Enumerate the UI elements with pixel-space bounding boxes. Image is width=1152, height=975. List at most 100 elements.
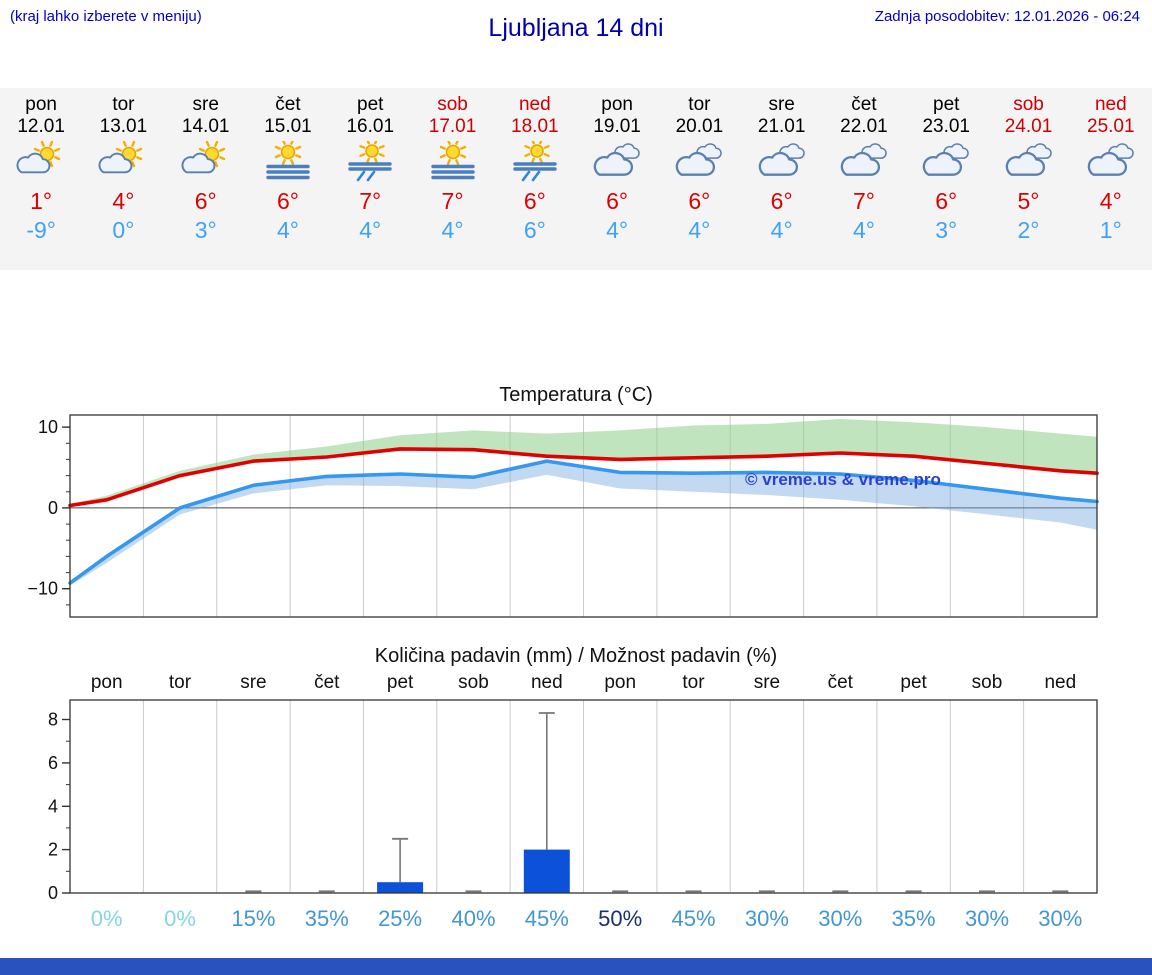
weather-icon-wrap bbox=[755, 141, 809, 185]
cloudy-icon bbox=[1087, 143, 1134, 176]
precipitation-chart: pon tor sre čet pet sob ned pon tor sre čet pet sob n… bbox=[48, 672, 1098, 931]
day-date: 24.01 bbox=[1004, 116, 1053, 137]
max-temp: 4° bbox=[1099, 188, 1122, 214]
partly-cloudy-icon bbox=[98, 140, 143, 174]
precip-day-label: tor bbox=[682, 672, 705, 693]
precip-day-label: sob bbox=[972, 672, 1003, 693]
weather-icon-wrap bbox=[1002, 141, 1056, 185]
max-temp: 6° bbox=[194, 188, 217, 214]
precip-probability: 25% bbox=[378, 906, 422, 931]
precip-day-label: pet bbox=[387, 672, 414, 693]
weather-icon-wrap bbox=[179, 140, 233, 185]
weather-icon-wrap bbox=[1084, 141, 1138, 185]
min-uncertainty-band bbox=[70, 461, 1097, 586]
day-date: 14.01 bbox=[181, 116, 230, 137]
rain-sun-icon bbox=[348, 138, 392, 182]
max-temp: 6° bbox=[523, 188, 546, 214]
max-temp: 1° bbox=[30, 188, 53, 214]
max-temp: 6° bbox=[770, 188, 793, 214]
temp-axis-label: 0 bbox=[48, 498, 58, 518]
weather-icon-wrap bbox=[426, 138, 480, 185]
forecast-day-17.01: sob 17.01 7° 4° bbox=[411, 88, 493, 270]
day-date: 22.01 bbox=[840, 116, 888, 137]
max-uncertainty-band bbox=[70, 419, 1097, 506]
day-date: 13.01 bbox=[99, 116, 148, 137]
min-temp: 4° bbox=[688, 217, 711, 243]
max-temp: 6° bbox=[606, 188, 629, 214]
precip-probability: 30% bbox=[965, 906, 1009, 931]
menu-hint: (kraj lahko izberete v meniju) bbox=[10, 8, 202, 25]
precip-axis-label: 4 bbox=[48, 796, 58, 816]
precip-day-label: pon bbox=[604, 672, 636, 693]
precip-axis-label: 0 bbox=[48, 883, 58, 903]
cloudy-icon bbox=[758, 143, 805, 176]
precip-probability: 35% bbox=[305, 906, 349, 931]
precip-day-label: čet bbox=[828, 672, 854, 693]
fog-sun-icon bbox=[430, 138, 475, 180]
max-temp: 6° bbox=[688, 188, 711, 214]
forecast-day-18.01: ned 18.01 6° 6° bbox=[494, 88, 576, 270]
min-temp: 3° bbox=[194, 217, 217, 243]
weather-icon-wrap bbox=[14, 140, 68, 185]
day-name: sob bbox=[1013, 94, 1044, 115]
cloudy-icon bbox=[593, 143, 640, 176]
day-date: 23.01 bbox=[922, 116, 970, 137]
min-temperature-line bbox=[68, 459, 1099, 585]
precip-probability: 30% bbox=[745, 906, 789, 931]
partly-cloudy-icon bbox=[16, 140, 61, 174]
precip-probability: 45% bbox=[671, 906, 715, 931]
forecast-day-12.01: pon 12.01 1° -9° bbox=[0, 88, 82, 270]
temp-axis-label: −10 bbox=[27, 579, 58, 599]
day-name: ned bbox=[1094, 94, 1127, 115]
day-date: 25.01 bbox=[1087, 116, 1135, 137]
forecast-strip: pon 12.01 1° -9° tor 13.01 4° 0° sre 14.01 6° 3° čet… bbox=[0, 88, 1152, 270]
max-temp: 7° bbox=[359, 188, 382, 214]
forecast-day-25.01: ned 25.01 4° 1° bbox=[1070, 88, 1152, 270]
min-temp: 2° bbox=[1017, 217, 1040, 243]
page-title: Ljubljana 14 dni bbox=[488, 14, 664, 42]
min-temp: 3° bbox=[935, 217, 958, 243]
bottom-bar bbox=[0, 958, 1152, 975]
forecast-day-14.01: sre 14.01 6° 3° bbox=[165, 88, 247, 270]
weather-icon-wrap bbox=[96, 140, 150, 185]
forecast-day-22.01: čet 22.01 7° 4° bbox=[823, 88, 905, 270]
min-temp: 4° bbox=[852, 217, 875, 243]
weather-icon-wrap bbox=[261, 138, 315, 185]
min-temp: 4° bbox=[606, 217, 629, 243]
min-temp: 1° bbox=[1099, 217, 1122, 243]
weather-icon-wrap bbox=[672, 141, 726, 185]
precip-probability: 40% bbox=[451, 906, 495, 931]
day-name: pet bbox=[933, 94, 960, 115]
max-temp: 4° bbox=[112, 188, 135, 214]
day-name: sob bbox=[437, 94, 468, 115]
weather-icon-wrap bbox=[837, 141, 891, 185]
day-date: 12.01 bbox=[17, 116, 65, 137]
day-name: čet bbox=[275, 94, 301, 115]
day-name: sre bbox=[768, 94, 795, 115]
min-temp: -9° bbox=[26, 217, 56, 243]
precip-probability: 45% bbox=[525, 906, 569, 931]
day-date: 17.01 bbox=[428, 116, 477, 137]
last-update: Zadnja posodobitev: 12.01.2026 - 06:24 bbox=[874, 8, 1140, 25]
day-name: pet bbox=[357, 94, 384, 115]
min-temp: 4° bbox=[770, 217, 793, 243]
precip-probability: 30% bbox=[818, 906, 862, 931]
cloudy-icon bbox=[922, 143, 969, 176]
day-name: sre bbox=[192, 94, 219, 115]
max-temp: 7° bbox=[441, 188, 464, 214]
min-temp: 4° bbox=[359, 217, 382, 243]
forecast-day-21.01: sre 21.01 6° 4° bbox=[741, 88, 823, 270]
weather-icon-wrap bbox=[343, 138, 397, 185]
max-temperature-line bbox=[68, 447, 1099, 508]
day-name: pon bbox=[601, 94, 633, 115]
forecast-day-24.01: sob 24.01 5° 2° bbox=[987, 88, 1069, 270]
day-name: tor bbox=[112, 94, 135, 115]
fog-sun-icon bbox=[266, 138, 310, 180]
cloudy-icon bbox=[1005, 143, 1052, 176]
precip-axis-label: 2 bbox=[48, 840, 58, 860]
day-date: 16.01 bbox=[346, 116, 395, 137]
max-temp: 6° bbox=[276, 188, 299, 214]
precip-axis-label: 6 bbox=[48, 753, 58, 773]
cloudy-icon bbox=[840, 143, 887, 176]
